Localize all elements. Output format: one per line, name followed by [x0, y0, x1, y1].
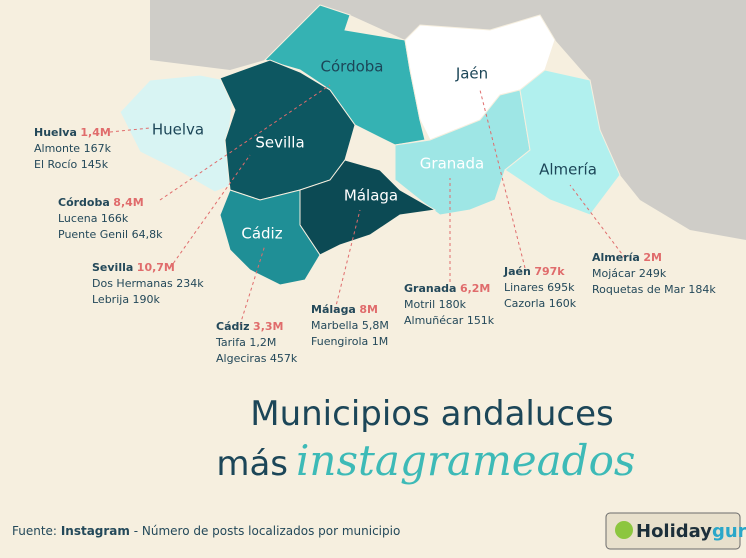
province-total: 797k: [534, 265, 565, 278]
province-total: 6,2M: [460, 282, 490, 295]
callouts: Huelva 1,4M Almonte 167k El Rocío 145k Córd…: [34, 126, 716, 365]
logo-icon: [615, 521, 633, 539]
map-label: Jaén: [455, 65, 488, 83]
town: Motril 180k: [404, 298, 467, 311]
callout-title: Cádiz 3,3M: [216, 320, 283, 333]
province-total: 8M: [359, 303, 378, 316]
leader-line: [159, 84, 331, 201]
map-label: Huelva: [152, 121, 204, 139]
logo-part2: guru: [712, 521, 746, 542]
town: Lebrija 190k: [92, 293, 161, 306]
title-highlight: instagrameados: [296, 436, 635, 485]
town: Almuñécar 151k: [404, 314, 495, 327]
logo: Holidayguru: [636, 521, 746, 542]
province-total: 8,4M: [113, 196, 143, 209]
map-label: Málaga: [344, 187, 398, 205]
town: Fuengirola 1M: [311, 335, 388, 348]
leader-line: [239, 244, 266, 326]
logo-part1: Holiday: [636, 521, 712, 542]
province-name: Sevilla: [92, 261, 133, 274]
town: Algeciras 457k: [216, 352, 298, 365]
province-huelva: [119, 74, 236, 193]
town: Lucena 166k: [58, 212, 129, 225]
province-name: Málaga: [311, 303, 356, 316]
town: Puente Genil 64,8k: [58, 228, 163, 241]
title-word: más: [216, 444, 288, 484]
callout-title: Granada 6,2M: [404, 282, 490, 295]
callout-title: Almería 2M: [592, 251, 662, 264]
town: Roquetas de Mar 184k: [592, 283, 716, 296]
leader-line: [479, 89, 526, 269]
town: Mojácar 249k: [592, 267, 667, 280]
callout-title: Córdoba 8,4M: [58, 196, 144, 209]
title-line1: Municipios andaluces: [250, 394, 614, 434]
town: Tarifa 1,2M: [215, 336, 276, 349]
town: Almonte 167k: [34, 142, 112, 155]
province-almeria: [504, 69, 621, 216]
province-name: Córdoba: [58, 196, 110, 209]
province-name: Huelva: [34, 126, 77, 139]
map-label: Cádiz: [241, 225, 282, 243]
leader-line: [334, 209, 361, 311]
map-label: Sevilla: [255, 134, 304, 152]
callout-title: Sevilla 10,7M: [92, 261, 175, 274]
town: Linares 695k: [504, 281, 575, 294]
map-label: Córdoba: [321, 58, 384, 76]
province-total: 1,4M: [80, 126, 110, 139]
province-total: 2M: [643, 251, 662, 264]
town: Cazorla 160k: [504, 297, 577, 310]
callout-title: Málaga 8M: [311, 303, 378, 316]
province-name: Jaén: [503, 265, 531, 278]
leader-line: [109, 127, 151, 133]
province-cadiz: [219, 189, 321, 286]
province-name: Almería: [592, 251, 640, 264]
callout-title: Huelva 1,4M: [34, 126, 111, 139]
source-text: - Número de posts localizados por munici…: [134, 524, 401, 538]
town: El Rocío 145k: [34, 158, 109, 171]
leader-lines: [109, 84, 626, 326]
land-outside: [150, 0, 746, 240]
callout-title: Jaén 797k: [503, 265, 565, 278]
leader-line: [169, 154, 251, 269]
province-total: 3,3M: [253, 320, 283, 333]
source: Fuente: Instagram - Número de posts loca…: [12, 524, 400, 538]
map-label: Granada: [420, 155, 484, 173]
town: Dos Hermanas 234k: [92, 277, 204, 290]
province-name: Granada: [404, 282, 456, 295]
map: [119, 4, 621, 286]
logo-box: [605, 512, 741, 550]
map-label: Almería: [539, 161, 597, 179]
town: Marbella 5,8M: [311, 319, 389, 332]
source-label: Fuente:: [12, 524, 57, 538]
province-total: 10,7M: [137, 261, 175, 274]
map-labels: Córdoba Jaén Huelva Sevilla Granada Almería Má…: [152, 58, 597, 243]
source-brand: Instagram: [61, 524, 130, 538]
province-name: Cádiz: [216, 320, 250, 333]
